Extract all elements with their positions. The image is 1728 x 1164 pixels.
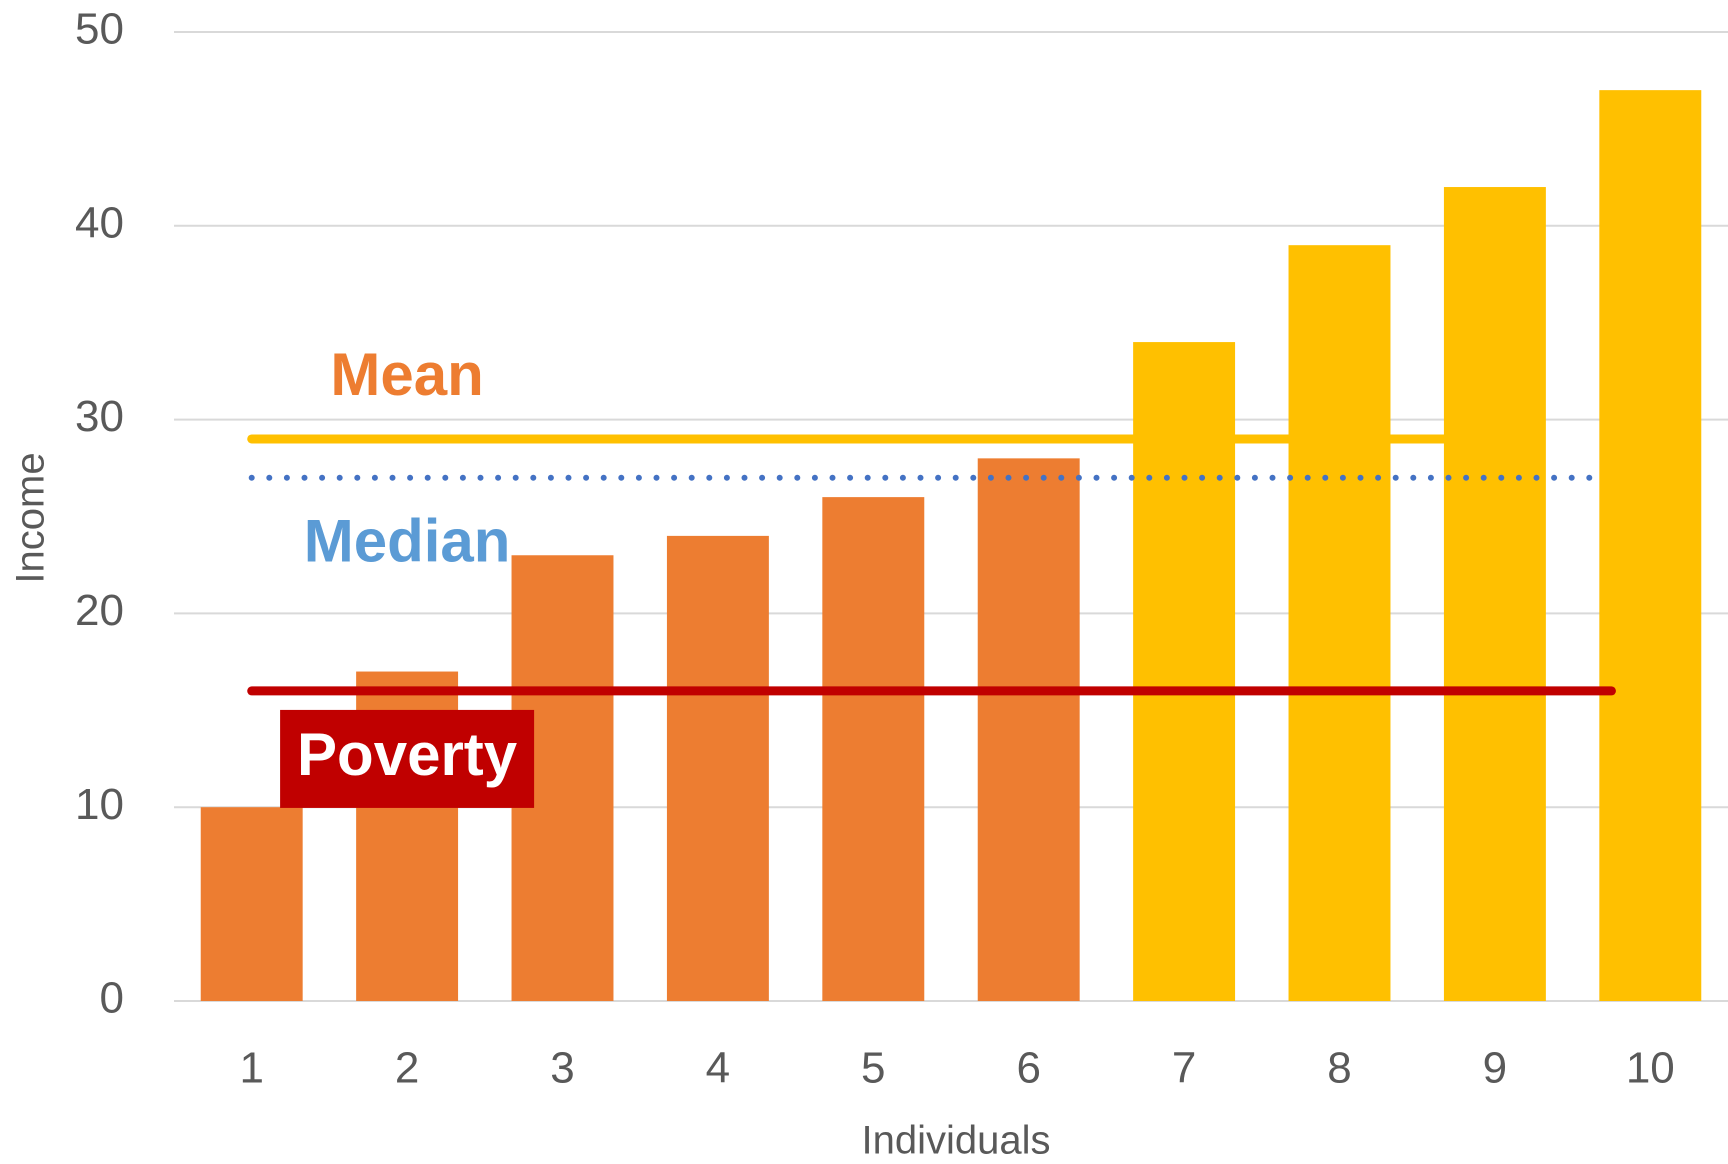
- bar: [666, 535, 769, 1001]
- x-axis-title: Individuals: [861, 1119, 1050, 1163]
- x-tick-label: 4: [706, 1044, 730, 1093]
- y-tick-label: 50: [75, 5, 124, 54]
- y-tick-label: 0: [100, 974, 124, 1023]
- reference-label: Poverty: [297, 721, 518, 788]
- y-tick-label: 40: [75, 198, 124, 247]
- reference-label: Median: [304, 508, 511, 575]
- reference-label: Mean: [330, 341, 483, 408]
- bar: [1288, 245, 1391, 1001]
- x-tick-label: 5: [861, 1044, 885, 1093]
- bar: [1133, 342, 1236, 1002]
- x-tick-label: 2: [395, 1044, 419, 1093]
- bar: [1443, 187, 1546, 1002]
- bar: [1599, 90, 1702, 1001]
- x-tick-label: 3: [550, 1044, 574, 1093]
- x-tick-label: 1: [239, 1044, 263, 1093]
- x-tick-label: 7: [1172, 1044, 1196, 1093]
- y-axis-title: Income: [9, 452, 53, 583]
- x-tick-label: 10: [1626, 1044, 1675, 1093]
- bar: [822, 497, 925, 1001]
- y-tick-label: 30: [75, 392, 124, 441]
- x-tick-label: 9: [1483, 1044, 1507, 1093]
- bar: [200, 807, 303, 1001]
- y-tick-label: 20: [75, 586, 124, 635]
- x-tick-label: 8: [1327, 1044, 1351, 1093]
- y-tick-label: 10: [75, 780, 124, 829]
- bar: [977, 458, 1080, 1001]
- x-tick-label: 6: [1016, 1044, 1040, 1093]
- label-box: [280, 709, 535, 808]
